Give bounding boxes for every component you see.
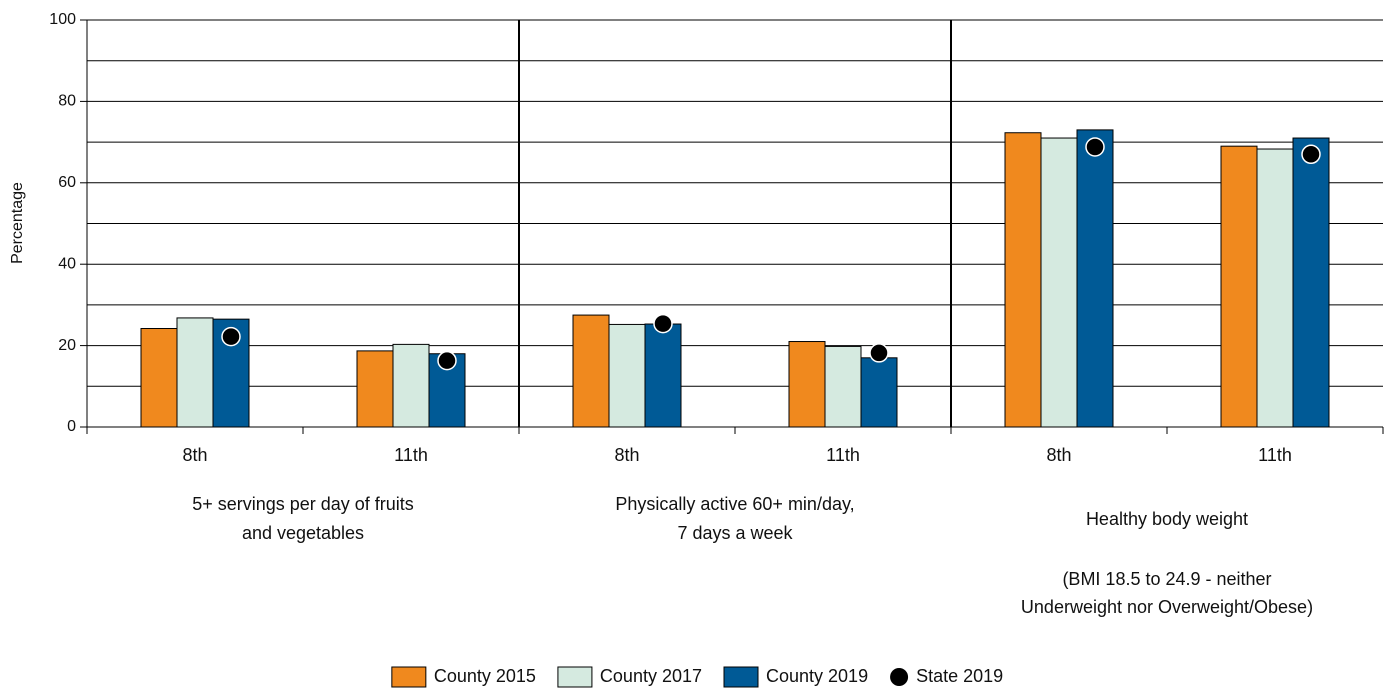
- legend-dot: [890, 668, 909, 686]
- bar: [1292, 137, 1330, 428]
- group-label: Physically active 60+ min/day,: [615, 494, 854, 514]
- group-label: 5+ servings per day of fruits: [192, 494, 414, 514]
- group-label: and vegetables: [242, 523, 364, 543]
- bar: [392, 343, 430, 428]
- legend-label: State 2019: [916, 666, 1003, 686]
- state-dot: [869, 343, 889, 363]
- group-note: (BMI 18.5 to 24.9 - neither: [1062, 569, 1271, 589]
- bar: [1076, 129, 1114, 428]
- state-dot: [1301, 144, 1321, 165]
- state-dot: [1085, 137, 1105, 157]
- x-tick-label: 11th: [1258, 445, 1292, 465]
- bar: [176, 317, 214, 428]
- group-note: Underweight nor Overweight/Obese): [1021, 597, 1313, 617]
- legend-label: County 2017: [600, 666, 702, 686]
- y-tick-label: 80: [58, 93, 76, 110]
- bar: [1256, 148, 1294, 428]
- x-tick-label: 11th: [394, 445, 428, 465]
- bar: [788, 341, 826, 428]
- state-dot: [437, 350, 457, 371]
- bar: [356, 350, 394, 428]
- bar: [572, 314, 610, 428]
- bar: [608, 323, 646, 428]
- bar: [1040, 137, 1078, 428]
- x-tick-label: 8th: [182, 445, 207, 465]
- x-tick-label: 11th: [826, 445, 860, 465]
- y-tick-label: 40: [58, 255, 76, 272]
- legend-swatch: [723, 666, 759, 688]
- legend-label: County 2015: [434, 666, 536, 686]
- y-tick-label: 60: [58, 174, 76, 191]
- bar: [1220, 145, 1258, 428]
- bar: [644, 323, 682, 428]
- bar: [140, 328, 178, 428]
- bar: [860, 357, 898, 428]
- legend-swatch: [391, 666, 427, 688]
- legend-swatch: [557, 666, 593, 688]
- state-dot: [653, 313, 673, 334]
- y-axis-label: Percentage: [9, 182, 26, 264]
- x-tick-label: 8th: [614, 445, 639, 465]
- x-tick-label: 8th: [1046, 445, 1071, 465]
- state-dot: [221, 326, 241, 347]
- bar: [824, 345, 862, 428]
- legend-label: County 2019: [766, 666, 868, 686]
- bar: [1004, 132, 1042, 428]
- group-label: Healthy body weight: [1086, 509, 1248, 529]
- y-tick-label: 0: [67, 418, 76, 435]
- group-label: 7 days a week: [677, 523, 793, 543]
- y-tick-label: 20: [58, 337, 76, 354]
- y-tick-label: 100: [49, 11, 76, 28]
